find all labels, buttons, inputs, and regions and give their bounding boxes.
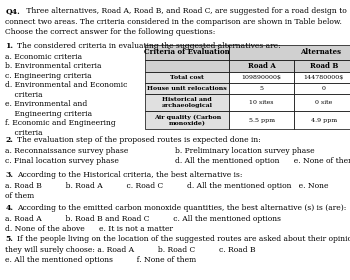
Text: criteria: criteria [5,129,43,137]
Text: 5: 5 [260,86,264,91]
Bar [294,94,350,111]
Text: d. None of the above      e. It is not a matter: d. None of the above e. It is not a matt… [5,225,173,234]
Text: Alternates: Alternates [300,48,341,56]
Text: b. Environmental criteria: b. Environmental criteria [5,62,102,70]
Bar [145,94,229,111]
Bar [229,73,294,83]
Text: c. Engineering criteria: c. Engineering criteria [5,72,92,80]
Text: 5.5 ppm: 5.5 ppm [248,118,275,123]
Text: Total cost: Total cost [170,75,204,80]
Text: d. Environmental and Economic: d. Environmental and Economic [5,81,128,89]
Text: d. All the mentioned option      e. None of them: d. All the mentioned option e. None of t… [175,157,350,165]
Text: 144780000$: 144780000$ [304,75,344,80]
Text: e. All the mentioned options          f. None of them: e. All the mentioned options f. None of … [5,256,196,264]
Text: 4.9 ppm: 4.9 ppm [311,118,337,123]
Bar [229,111,294,129]
Bar [294,60,350,73]
Bar [145,83,229,94]
Bar [229,94,294,111]
Bar [294,111,350,129]
Text: c. Final location survey phase: c. Final location survey phase [5,157,119,165]
Text: of them: of them [5,192,35,200]
Text: 0: 0 [322,86,326,91]
Bar [294,73,350,83]
Text: connect two areas. The criteria considered in the comparison are shown in Table : connect two areas. The criteria consider… [5,18,342,26]
Text: 0 site: 0 site [315,100,332,105]
Text: criteria: criteria [5,91,43,99]
Text: The evaluation step of the proposed routes is expected done in:: The evaluation step of the proposed rout… [17,136,261,144]
Text: The considered criteria in evaluating the suggested alternatives are:: The considered criteria in evaluating th… [17,42,281,50]
Text: According to the Historical criteria, the best alternative is:: According to the Historical criteria, th… [17,171,242,179]
Text: 4.: 4. [5,204,13,212]
Text: House unit relocations: House unit relocations [147,86,227,91]
Bar [145,73,229,83]
Bar [229,60,294,73]
Text: Criteria of Evaluation: Criteria of Evaluation [145,48,230,56]
Text: Choose the correct answer for the following questions:: Choose the correct answer for the follow… [5,28,216,36]
Text: a. Economic criteria: a. Economic criteria [5,53,82,61]
Bar [145,111,229,129]
Text: they will surely choose: a. Road A          b. Road C          c. Road B: they will surely choose: a. Road A b. Ro… [5,246,256,254]
Text: 109890000$: 109890000$ [241,75,282,80]
Text: If the people living on the location of the suggested routes are asked about the: If the people living on the location of … [17,235,350,243]
Bar [229,83,294,94]
Text: Air quality (Carbon
monoxide): Air quality (Carbon monoxide) [154,115,221,126]
Text: 3.: 3. [5,171,13,179]
Text: Road A: Road A [248,62,275,70]
Bar [145,60,229,73]
Text: Q4.: Q4. [5,7,20,15]
Text: 10 sites: 10 sites [249,100,274,105]
Text: Engineering criteria: Engineering criteria [5,110,92,118]
Bar [229,45,350,60]
Text: Historical and
archaeological: Historical and archaeological [162,97,213,108]
Text: According to the emitted carbon monoxide quantities, the best alternative (s) is: According to the emitted carbon monoxide… [17,204,346,212]
Text: a. Road A          b. Road B and Road C          c. All the mentioned options: a. Road A b. Road B and Road C c. All th… [5,215,281,223]
Text: 5.: 5. [5,235,13,243]
Text: Road B: Road B [309,62,338,70]
Text: b. Preliminary location survey phase: b. Preliminary location survey phase [175,147,315,155]
Text: a. Road B          b. Road A          c. Road C          d. All the mentioned op: a. Road B b. Road A c. Road C d. All the… [5,182,329,190]
Text: a. Reconnaissance survey phase: a. Reconnaissance survey phase [5,147,129,155]
Bar [294,83,350,94]
Text: 1.: 1. [5,42,13,50]
Text: f. Economic and Engineering: f. Economic and Engineering [5,119,116,127]
Text: Three alternatives, Road A, Road B, and Road C, are suggested for a road design : Three alternatives, Road A, Road B, and … [24,7,346,15]
Text: e. Environmental and: e. Environmental and [5,100,88,108]
Text: 2.: 2. [5,136,13,144]
Bar [145,45,229,60]
